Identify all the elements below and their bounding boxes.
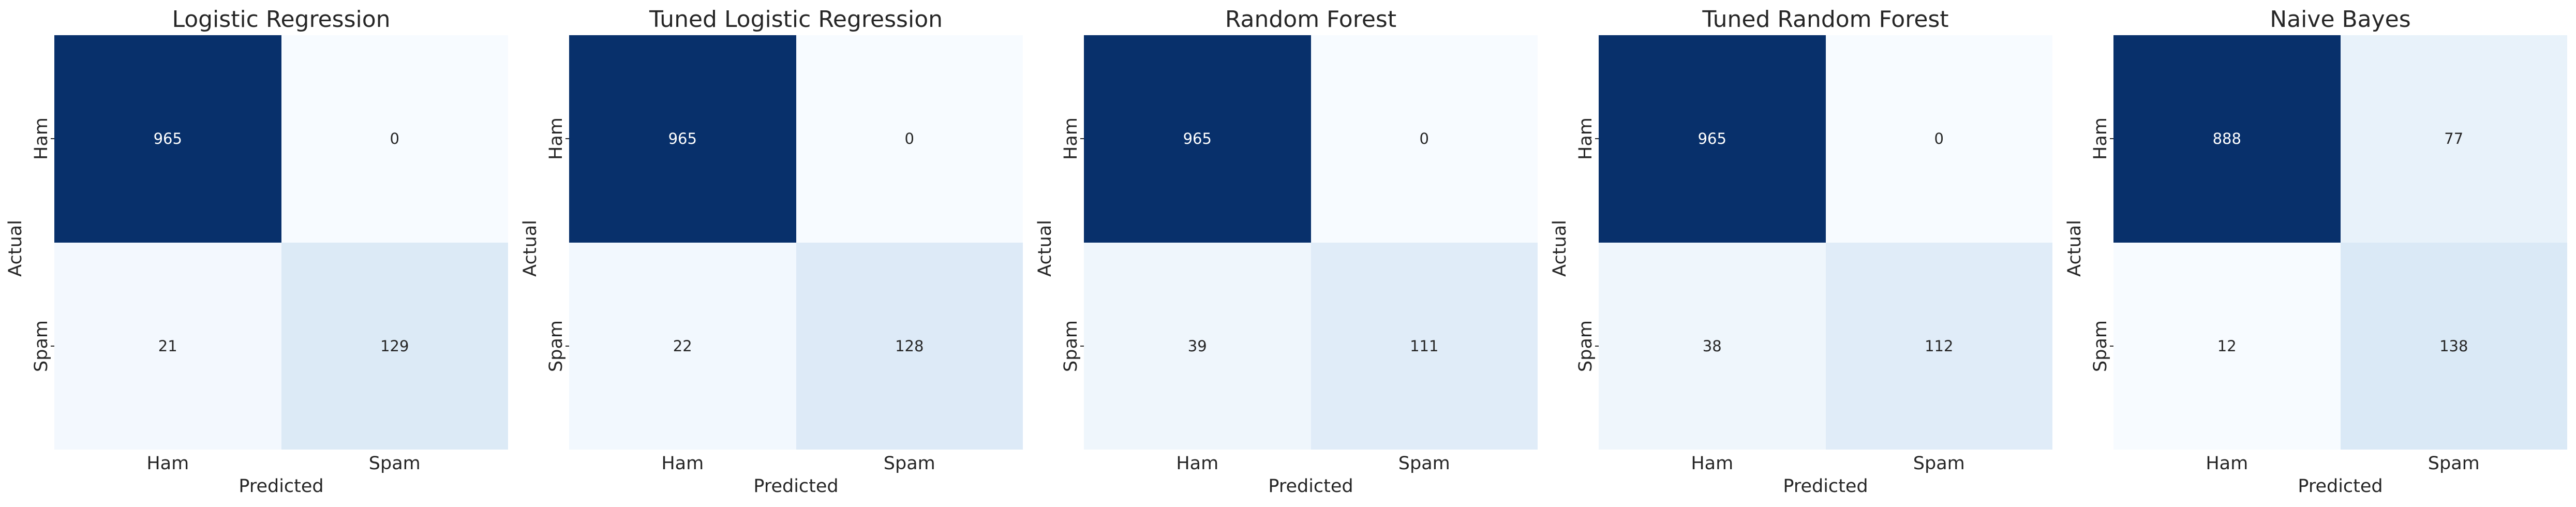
- cell-value-label: 965: [668, 130, 697, 148]
- y-axis-label: Actual: [2064, 220, 2085, 277]
- cell-value-label: 888: [2212, 130, 2241, 148]
- cell-value-label: 138: [2439, 337, 2468, 355]
- heatmap-cell: 111: [1311, 242, 1538, 450]
- y-axis-label: Actual: [520, 220, 541, 277]
- x-tick-label: Ham: [146, 453, 189, 474]
- confusion-matrix-panel: Random Forest 965 0 39 111 Actual Ham Spam Ham Sp…: [1030, 0, 1538, 507]
- y-tick-label: Spam: [2090, 320, 2111, 372]
- x-tick-label: Ham: [1176, 453, 1219, 474]
- cell-value-label: 0: [1934, 130, 1944, 148]
- cell-value-label: 22: [673, 337, 692, 355]
- x-axis-label: Predicted: [1783, 476, 1868, 497]
- y-tick-label: Ham: [1575, 117, 1596, 160]
- cell-value-label: 21: [158, 337, 177, 355]
- heatmap-grid: 965 0 21 129: [54, 35, 508, 450]
- heatmap-cell: 0: [281, 35, 508, 243]
- panel-title: Logistic Regression: [172, 6, 391, 33]
- y-axis-label: Actual: [1035, 220, 1055, 277]
- x-tick-label: Ham: [1691, 453, 1734, 474]
- x-tick-label: Spam: [2428, 453, 2480, 474]
- confusion-matrix-panel: Tuned Random Forest 965 0 38 112 Actual Ham Spa…: [1544, 0, 2052, 507]
- cell-value-label: 965: [1698, 130, 1726, 148]
- y-tick-label: Spam: [31, 320, 52, 372]
- panel-title: Tuned Random Forest: [1702, 6, 1949, 33]
- y-tick-mark: [2110, 345, 2113, 347]
- cell-value-label: 77: [2444, 130, 2464, 148]
- heatmap-cell: 965: [569, 35, 796, 243]
- heatmap-cell: 129: [281, 242, 508, 450]
- heatmap-cell: 0: [796, 35, 1023, 243]
- cell-value-label: 129: [380, 337, 409, 355]
- x-tick-label: Ham: [661, 453, 704, 474]
- confusion-matrix-panel: Naive Bayes 888 77 12 138 Actual Ham Spam Ham Spa…: [2059, 0, 2567, 507]
- x-tick-label: Spam: [883, 453, 935, 474]
- x-axis-label: Predicted: [239, 476, 324, 497]
- heatmap-grid: 888 77 12 138: [2113, 35, 2567, 450]
- y-tick-label: Ham: [1061, 117, 1081, 160]
- panel-title: Naive Bayes: [2270, 6, 2411, 33]
- y-tick-label: Ham: [2090, 117, 2111, 160]
- cell-value-label: 39: [1187, 337, 1207, 355]
- y-tick-label: Spam: [1061, 320, 1081, 372]
- heatmap-cell: 138: [2340, 242, 2567, 450]
- heatmap-cell: 0: [1825, 35, 2052, 243]
- y-axis-label: Actual: [5, 220, 26, 277]
- cell-value-label: 112: [1925, 337, 1954, 355]
- panel-title: Tuned Logistic Regression: [649, 6, 943, 33]
- cell-value-label: 0: [904, 130, 914, 148]
- heatmap-grid: 965 0 39 111: [1084, 35, 1538, 450]
- heatmap-cell: 965: [1599, 35, 1826, 243]
- y-tick-label: Spam: [1575, 320, 1596, 372]
- heatmap-cell: 112: [1825, 242, 2052, 450]
- heatmap-cell: 128: [796, 242, 1023, 450]
- x-axis-label: Predicted: [753, 476, 839, 497]
- heatmap-cell: 21: [54, 242, 281, 450]
- cell-value-label: 965: [1183, 130, 1212, 148]
- y-tick-mark: [1595, 345, 1599, 347]
- y-tick-label: Spam: [546, 320, 567, 372]
- y-tick-mark: [1080, 345, 1084, 347]
- heatmap-cell: 965: [1084, 35, 1311, 243]
- heatmap-cell: 77: [2340, 35, 2567, 243]
- x-tick-label: Spam: [1398, 453, 1450, 474]
- heatmap-cell: 965: [54, 35, 281, 243]
- y-tick-mark: [2110, 138, 2113, 140]
- confusion-matrix-panel: Logistic Regression 965 0 21 129 Actual Ham Spa…: [0, 0, 508, 507]
- cell-value-label: 0: [1419, 130, 1429, 148]
- x-tick-label: Spam: [1913, 453, 1965, 474]
- heatmap-grid: 965 0 22 128: [569, 35, 1023, 450]
- cell-value-label: 111: [1410, 337, 1439, 355]
- y-tick-mark: [565, 345, 569, 347]
- heatmap-cell: 0: [1311, 35, 1538, 243]
- y-tick-mark: [1080, 138, 1084, 140]
- heatmap-cell: 39: [1084, 242, 1311, 450]
- y-tick-mark: [1595, 138, 1599, 140]
- x-axis-label: Predicted: [2298, 476, 2383, 497]
- y-axis-label: Actual: [1550, 220, 1570, 277]
- y-tick-mark: [51, 345, 54, 347]
- heatmap-grid: 965 0 38 112: [1599, 35, 2052, 450]
- y-tick-mark: [565, 138, 569, 140]
- y-tick-mark: [51, 138, 54, 140]
- cell-value-label: 38: [1702, 337, 1722, 355]
- cell-value-label: 128: [895, 337, 924, 355]
- y-tick-label: Ham: [31, 117, 52, 160]
- x-tick-label: Ham: [2206, 453, 2249, 474]
- x-tick-label: Spam: [368, 453, 421, 474]
- heatmap-cell: 888: [2113, 35, 2341, 243]
- heatmap-cell: 38: [1599, 242, 1826, 450]
- panel-title: Random Forest: [1225, 6, 1397, 33]
- x-axis-label: Predicted: [1268, 476, 1353, 497]
- cell-value-label: 0: [390, 130, 399, 148]
- cell-value-label: 965: [153, 130, 182, 148]
- y-tick-label: Ham: [546, 117, 567, 160]
- heatmap-cell: 22: [569, 242, 796, 450]
- confusion-matrix-panel: Tuned Logistic Regression 965 0 22 128 Actual…: [515, 0, 1023, 507]
- cell-value-label: 12: [2217, 337, 2237, 355]
- heatmap-cell: 12: [2113, 242, 2341, 450]
